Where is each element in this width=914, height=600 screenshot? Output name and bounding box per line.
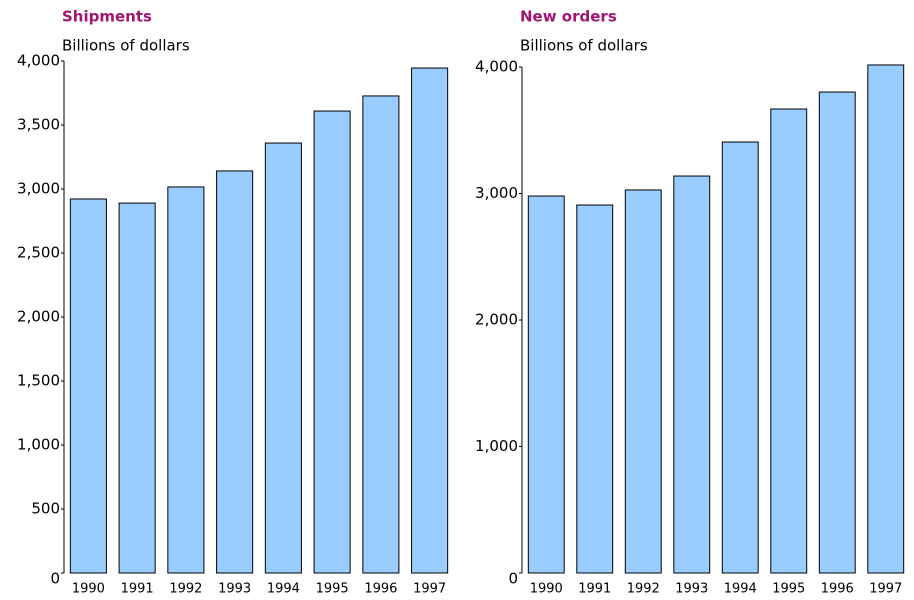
x-tick-label: 1992	[169, 582, 202, 597]
bar	[867, 64, 905, 574]
x-tick-label: 1997	[413, 582, 446, 597]
x-tick-label: 1992	[627, 582, 660, 597]
x-tick-label: 1991	[578, 582, 611, 597]
bar	[818, 91, 856, 574]
bar	[576, 204, 614, 574]
chart-title: New orders	[520, 8, 617, 26]
y-tick-label: 3,500	[17, 116, 60, 134]
x-tick-label: 1994	[267, 582, 300, 597]
bar	[313, 110, 351, 574]
y-tick-label: 0	[50, 570, 60, 588]
y-tick-label: 1,000	[475, 437, 518, 455]
x-tick-label: 1997	[869, 582, 902, 597]
bar	[362, 95, 400, 574]
y-tick-label: 0	[508, 570, 518, 588]
y-tick-label: 3,000	[475, 184, 518, 202]
y-tick-label: 4,000	[17, 52, 60, 70]
x-tick-label: 1991	[121, 582, 154, 597]
bar	[411, 67, 449, 574]
bar	[527, 195, 565, 574]
x-tick-label: 1993	[675, 582, 708, 597]
y-tick-label: 1,500	[17, 372, 60, 390]
x-tick-label: 1994	[724, 582, 757, 597]
bar	[673, 175, 711, 574]
bar	[167, 186, 205, 574]
bar	[69, 198, 107, 574]
chart-title: Shipments	[62, 8, 152, 26]
x-tick-label: 1990	[72, 582, 105, 597]
x-tick-label: 1990	[530, 582, 563, 597]
y-tick-label: 2,000	[17, 308, 60, 326]
bar	[216, 170, 254, 574]
x-tick-label: 1995	[772, 582, 805, 597]
bar	[770, 108, 808, 574]
y-tick-label: 4,000	[475, 58, 518, 76]
y-tick-label: 1,000	[17, 436, 60, 454]
x-tick-label: 1996	[364, 582, 397, 597]
y-tick-label: 2,500	[17, 244, 60, 262]
bar	[264, 142, 302, 574]
x-tick-label: 1995	[316, 582, 349, 597]
y-tick-label: 2,000	[475, 311, 518, 329]
bar	[118, 202, 156, 574]
chart-subtitle: Billions of dollars	[520, 37, 648, 55]
bar	[721, 141, 759, 574]
y-tick-label: 3,000	[17, 180, 60, 198]
x-tick-label: 1996	[821, 582, 854, 597]
chart-subtitle: Billions of dollars	[62, 37, 190, 55]
x-tick-label: 1993	[218, 582, 251, 597]
y-tick-label: 500	[31, 500, 60, 518]
bar	[624, 189, 662, 574]
